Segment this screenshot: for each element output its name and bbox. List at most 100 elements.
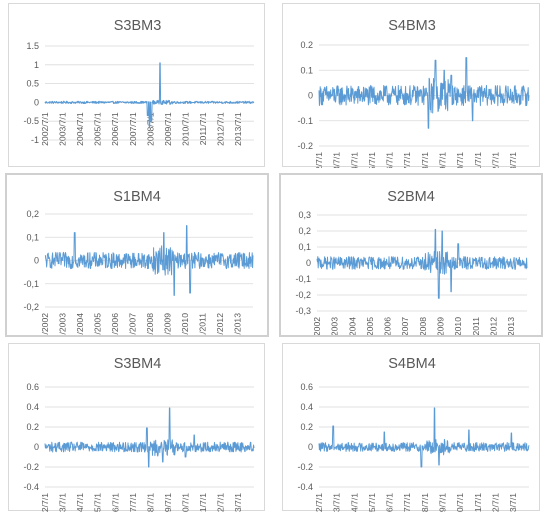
x-tick-label: 2003/7/1 <box>58 493 68 512</box>
x-tick-label: 7/1/2008 <box>418 317 428 335</box>
x-tick-label: 2011/7/1 <box>198 112 208 145</box>
x-tick-label: 2008/7/1 <box>420 152 430 168</box>
x-tick-label: 2008/7/1 <box>145 493 155 512</box>
x-tick-label: 2010/7/1 <box>455 152 465 168</box>
y-tick-label: 0.5 <box>26 79 39 89</box>
y-tick-label: -0,2 <box>23 302 39 312</box>
chart-panel-s4bm4: S4BM4 0.6 0.4 0.2 0 -0.2 -0.4 2002/7/1 2003/7/1 2… <box>282 343 540 512</box>
x-tick-label: 2011/7/1 <box>473 493 483 512</box>
x-tick-label: 2009/7/1 <box>163 493 173 512</box>
x-tick-label: 2003/7/1 <box>58 112 68 146</box>
x-tick-label: 2010/7/1 <box>181 112 191 146</box>
x-tick-label: 2007/7/1 <box>128 112 138 146</box>
y-tick-label: -0,3 <box>295 306 311 316</box>
x-tick-label: 7/1/2002 <box>40 313 50 335</box>
chart-panel-s3bm3: S3BM3 1.5 1 0.5 0 -0.5 -1 2002/7/1 2003/7/1 2004/… <box>8 3 265 167</box>
y-tick-label: 0 <box>308 91 313 101</box>
x-tick-label: 2012/7/1 <box>216 493 226 512</box>
chart-panel-s1bm4: S1BM4 0,2 0,1 0 -0,1 -0,2 7/1/2002 7/1/2003 7/1/… <box>5 173 269 337</box>
y-tick-label: 0,1 <box>298 242 311 252</box>
chart-title: S4BM4 <box>388 356 436 372</box>
chart-title: S3BM3 <box>114 18 162 34</box>
x-tick-label: 2002/7/1 <box>40 112 50 146</box>
y-tick-label: 0.6 <box>300 382 313 392</box>
y-tick-label: -0.2 <box>23 462 39 472</box>
x-tick-label: 2013/7/1 <box>508 152 518 168</box>
x-tick-label: 2005/7/1 <box>93 112 103 146</box>
y-tick-label: 0.6 <box>26 382 39 392</box>
x-tick-label: 2007/7/1 <box>128 493 138 512</box>
chart-title: S4BM3 <box>388 18 436 34</box>
y-tick-label: -0,1 <box>23 279 39 289</box>
x-tick-label: 7/1/2005 <box>92 313 102 335</box>
chart-s4bm3: S4BM3 0.2 0.1 0 -0.1 -0.22002/7/1 2003/7/1 2004… <box>297 18 530 168</box>
x-tick-label: 2012/7/1 <box>490 152 500 168</box>
x-tick-label: 2009/7/1 <box>438 493 448 512</box>
x-tick-label: 7/1/2011 <box>197 313 207 335</box>
x-tick-label: 2003/7/1 <box>332 152 342 168</box>
y-tick-label: -0.2 <box>297 141 313 151</box>
x-tick-label: 7/1/2004 <box>75 313 85 335</box>
y-tick-label: 1.5 <box>26 41 39 51</box>
y-tick-label: 0,3 <box>298 210 311 220</box>
y-tick-label: 0 <box>34 97 39 107</box>
chart-panel-s3bm4: S3BM4 0.6 0.4 0.2 0 -0.2 -0.4 2002/7/1 2003/7/1 2… <box>8 343 265 512</box>
x-tick-label: 7/1/2013 <box>506 317 516 335</box>
x-tick-label: 2004/7/1 <box>75 112 85 146</box>
x-tick-label: 2013/7/1 <box>233 493 243 512</box>
x-tick-label: 2002/7/1 <box>314 152 324 168</box>
x-tick-label: 7/1/2008 <box>145 313 155 335</box>
x-tick-label: 2006/7/1 <box>110 493 120 512</box>
y-tick-label: -0.5 <box>23 116 39 126</box>
x-tick-label: 2009/7/1 <box>438 152 448 168</box>
x-tick-label: 7/1/2007 <box>400 317 410 335</box>
x-tick-label: 7/1/2012 <box>215 313 225 335</box>
y-tick-label: 0 <box>34 442 39 452</box>
y-tick-label: 0 <box>306 258 311 268</box>
x-tick-label: 7/1/2006 <box>110 313 120 335</box>
x-tick-label: 7/1/2009 <box>436 317 446 335</box>
series-line <box>318 407 530 468</box>
y-tick-label: -0.4 <box>297 482 313 492</box>
x-tick-label: 2004/7/1 <box>75 493 85 512</box>
x-tick-label: 7/1/2012 <box>488 317 498 335</box>
x-tick-label: 2005/7/1 <box>93 493 103 512</box>
x-tick-label: 2010/7/1 <box>181 493 191 512</box>
y-tick-label: -0,1 <box>295 274 311 284</box>
x-tick-label: 2006/7/1 <box>110 112 120 146</box>
chart-panel-s4bm3: S4BM3 0.2 0.1 0 -0.1 -0.22002/7/1 2003/7/1 2004… <box>282 3 540 168</box>
x-tick-label: 2013/7/1 <box>233 112 243 146</box>
x-tick-label: 7/1/2005 <box>365 317 375 335</box>
chart-s3bm3: S3BM3 1.5 1 0.5 0 -0.5 -1 2002/7/1 2003/7/1 2004/… <box>23 18 255 146</box>
series-line <box>44 62 255 128</box>
y-tick-label: 0.1 <box>300 65 313 75</box>
x-tick-label: 7/1/2010 <box>180 313 190 335</box>
y-tick-label: 0.2 <box>26 422 39 432</box>
series-line <box>44 225 254 296</box>
x-tick-label: 2005/7/1 <box>367 493 377 512</box>
y-tick-label: 1 <box>34 60 39 70</box>
x-tick-label: 7/1/2011 <box>471 317 481 335</box>
chart-panel-s2bm4: S2BM4 0,3 0,2 0,1 0 -0,1 -0,2 -0,3 7/1/2002 7/1/2… <box>279 173 543 337</box>
y-tick-label: 0,1 <box>26 232 39 242</box>
series-line <box>318 57 530 129</box>
x-tick-label: 7/1/2007 <box>127 313 137 335</box>
x-tick-label: 2008/7/1 <box>145 112 155 146</box>
series-line <box>316 228 528 299</box>
y-tick-label: -0,2 <box>295 290 311 300</box>
chart-title: S1BM4 <box>113 189 161 205</box>
x-tick-label: 2003/7/1 <box>332 493 342 512</box>
series-line <box>44 407 255 468</box>
y-tick-label: 0 <box>34 256 39 266</box>
chart-s1bm4: S1BM4 0,2 0,1 0 -0,1 -0,27/1/2002 7/1/2003 7/1/… <box>23 189 254 335</box>
y-tick-label: 0.2 <box>300 422 313 432</box>
x-tick-label: 2008/7/1 <box>420 493 430 512</box>
x-tick-label: 2004/7/1 <box>349 152 359 168</box>
x-tick-label: 2006/7/1 <box>385 493 395 512</box>
x-tick-label: 2005/7/1 <box>367 152 377 168</box>
y-tick-label: 0,2 <box>298 226 311 236</box>
chart-s2bm4: S2BM4 0,3 0,2 0,1 0 -0,1 -0,2 -0,37/1/2002 7/1/2… <box>295 189 528 335</box>
y-tick-label: -0.4 <box>23 482 39 492</box>
